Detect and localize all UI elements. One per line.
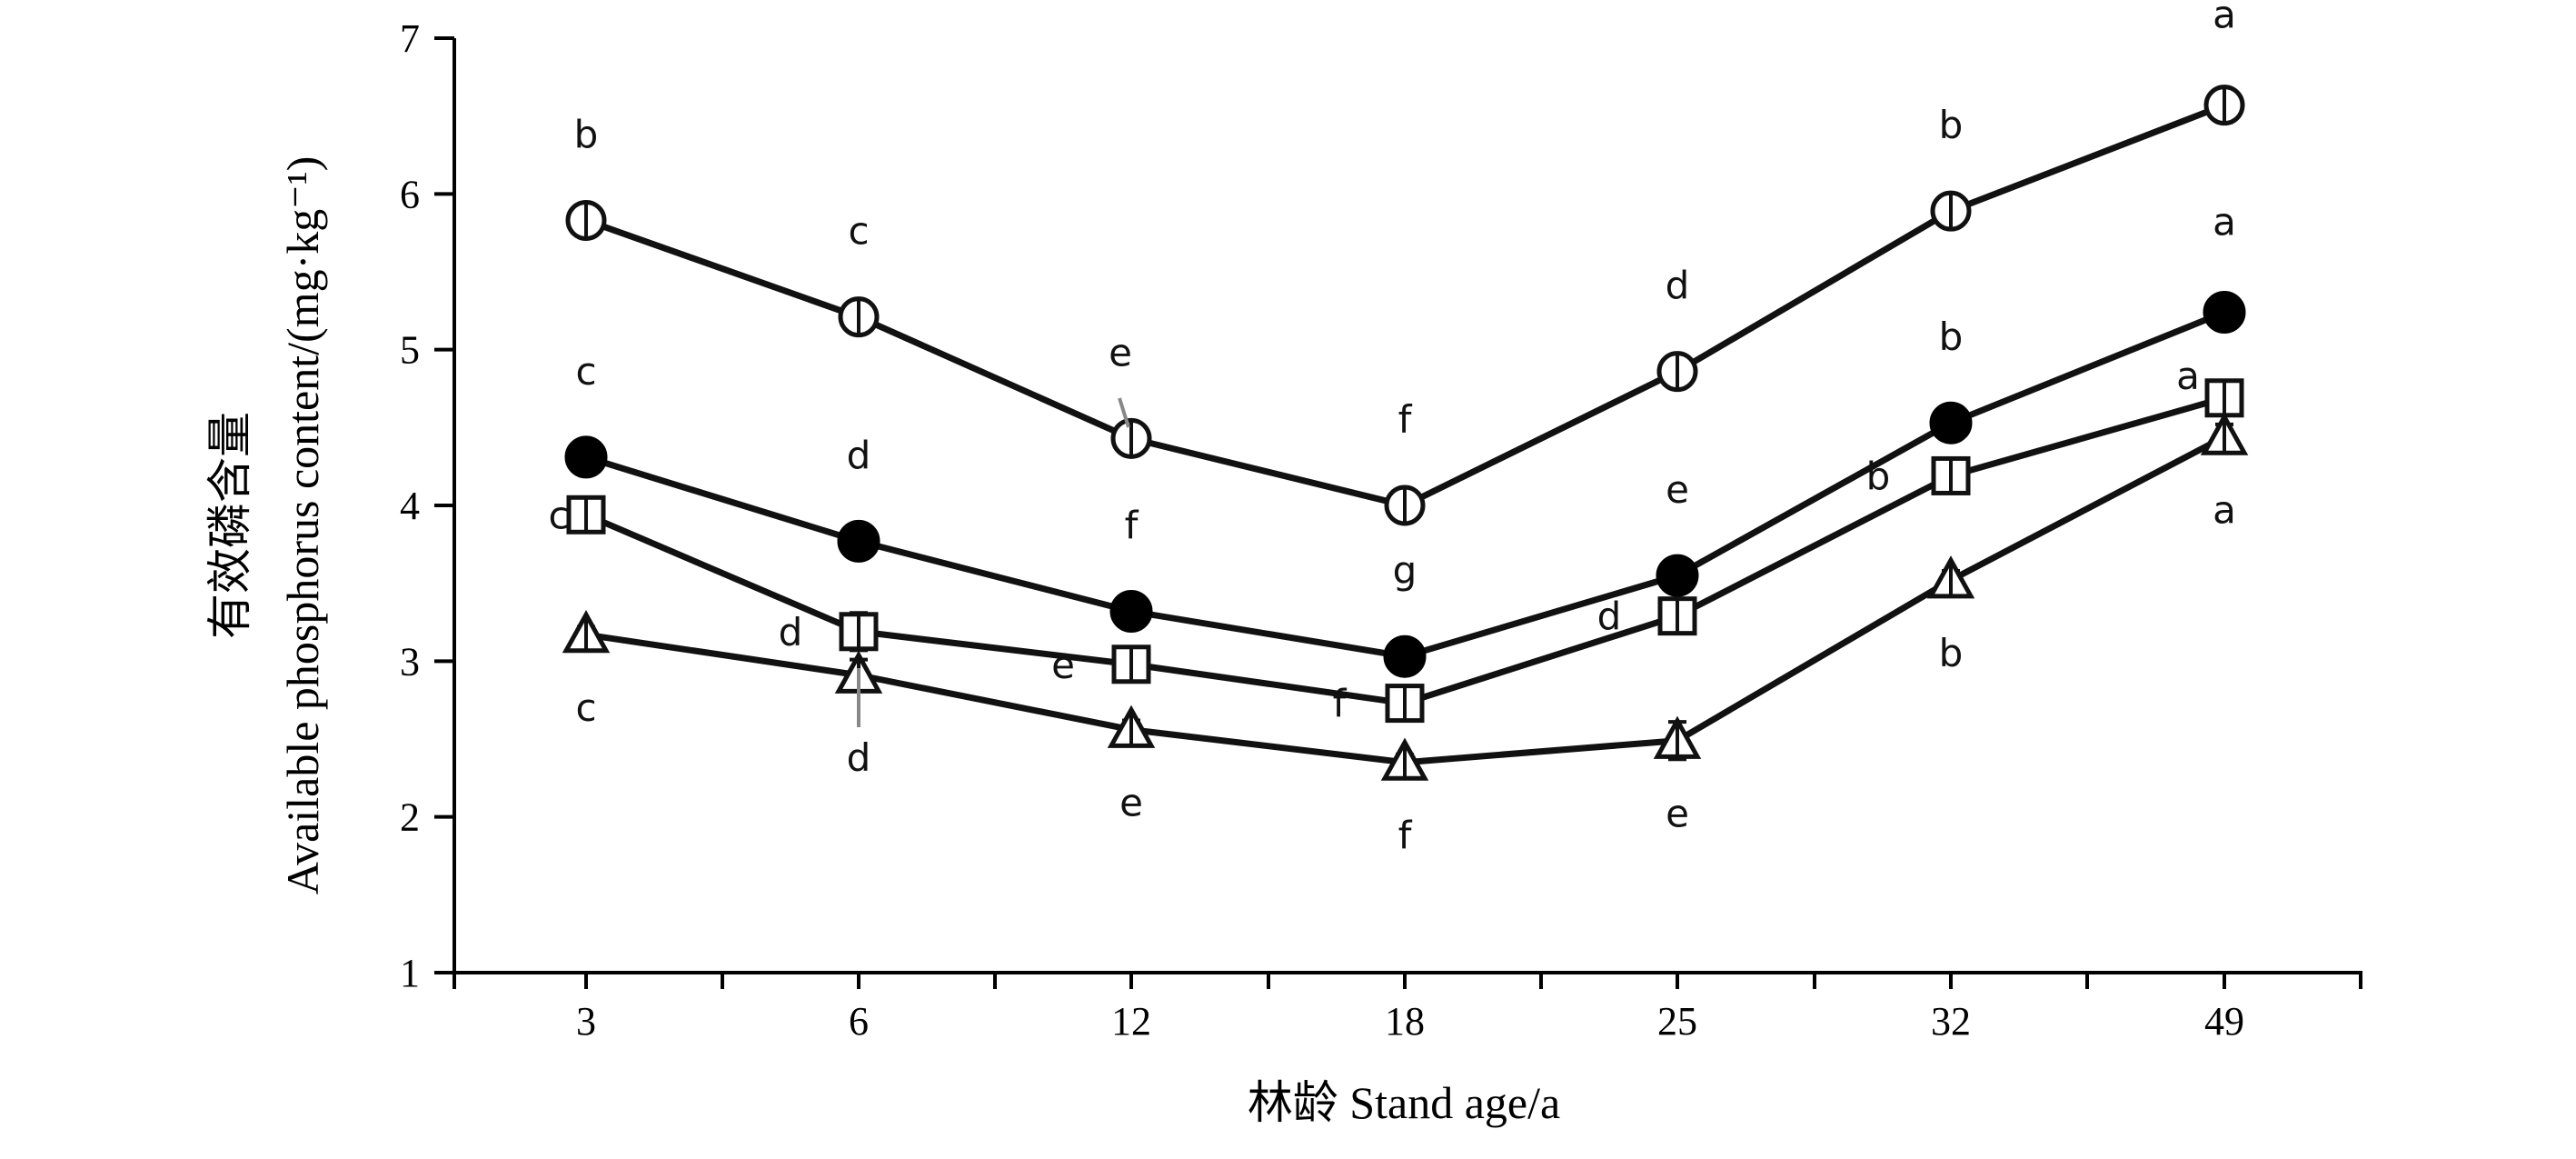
data-point: [1929, 401, 1973, 445]
significance-letter: a: [2213, 0, 2236, 37]
significance-letter: f: [1398, 814, 1413, 858]
significance-letter: f: [1125, 504, 1139, 548]
significance-letter: g: [1393, 548, 1417, 593]
leader-line: [1118, 397, 1130, 428]
series-open-circle: [565, 85, 2245, 526]
significance-letter: b: [1939, 103, 1964, 147]
y-axis-title-en-group: Available phosphorus content/(mg·kg⁻¹): [277, 156, 328, 895]
significance-letter: a: [2176, 354, 2200, 398]
y-tick-label: 4: [400, 484, 420, 528]
x-tick-label: 25: [1657, 999, 1697, 1044]
data-point: [2203, 291, 2246, 335]
significance-letter: d: [847, 735, 871, 780]
y-tick-label: 1: [400, 951, 420, 995]
x-axis-title: 林龄 Stand age/a: [1248, 1077, 1560, 1128]
series-layer: [562, 85, 2249, 781]
y-tick-label: 2: [400, 795, 420, 840]
significance-letter: d: [1666, 264, 1690, 308]
data-point: [1109, 590, 1153, 634]
significance-letter: c: [848, 209, 869, 254]
y-tick-label: 7: [400, 16, 420, 61]
significance-letter: e: [1119, 781, 1143, 825]
series-line: [584, 102, 2226, 509]
x-tick-label: 18: [1385, 999, 1425, 1044]
significance-letter: c: [575, 685, 596, 730]
significance-letter: c: [548, 493, 569, 537]
x-tick-label: 32: [1931, 999, 1971, 1044]
significance-letter: e: [1051, 643, 1075, 687]
significance-letter: d: [779, 610, 803, 654]
significance-letter: d: [847, 433, 871, 477]
significance-letter: a: [2213, 488, 2236, 533]
significance-letter: b: [574, 112, 599, 156]
series-open-triangle: [562, 412, 2249, 781]
data-point: [1383, 634, 1427, 678]
x-tick-label: 6: [849, 999, 869, 1044]
data-point: [837, 519, 880, 563]
y-tick-label: 5: [400, 328, 420, 373]
significance-letter: e: [1109, 330, 1132, 375]
data-point: [1656, 554, 1699, 597]
series-open-square: [566, 378, 2244, 724]
labels-layer: b c e f d b a c d f g e b a c d e f d b a c d e f e b a: [548, 0, 2235, 858]
y-axis-title: Available phosphorus content/(mg·kg⁻¹): [277, 156, 328, 895]
x-tick-label: 3: [576, 999, 596, 1044]
significance-letter: e: [1666, 467, 1689, 512]
y-axis-title-group: 有效磷含量: [204, 412, 255, 639]
x-tick-label: 49: [2204, 999, 2244, 1044]
significance-letter: f: [1333, 682, 1348, 726]
significance-letter: c: [575, 349, 596, 394]
significance-letter: e: [1666, 792, 1689, 836]
significance-letter: f: [1398, 397, 1413, 442]
significance-letter: b: [1939, 631, 1964, 675]
significance-letter: d: [1597, 594, 1622, 639]
significance-letter: a: [2213, 200, 2236, 245]
y-tick-label: 3: [400, 639, 420, 684]
y-axis-title-cn: 有效磷含量: [204, 412, 255, 639]
data-point: [564, 435, 608, 479]
x-tick-label: 12: [1111, 999, 1151, 1044]
significance-letter: b: [1939, 315, 1964, 359]
series-line: [584, 309, 2226, 660]
significance-letter: b: [1866, 454, 1891, 498]
y-tick-label: 6: [400, 172, 420, 216]
series-filled-circle: [564, 291, 2246, 678]
